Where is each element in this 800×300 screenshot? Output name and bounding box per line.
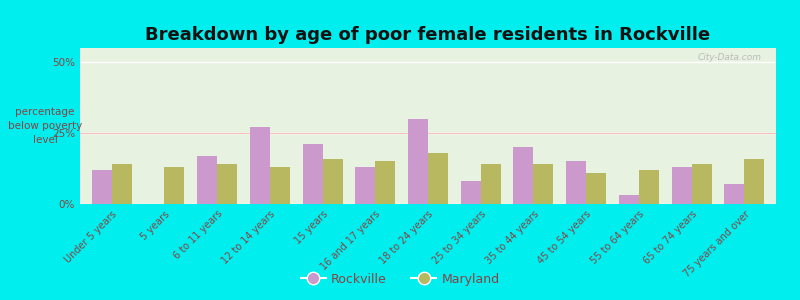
Bar — [461, 181, 481, 204]
Text: percentage
below poverty
level: percentage below poverty level — [8, 107, 82, 145]
Bar — [375, 161, 395, 204]
Bar — [514, 147, 534, 204]
Bar — [744, 159, 765, 204]
Bar — [481, 164, 501, 204]
Bar — [322, 159, 342, 204]
Bar — [217, 164, 237, 204]
Bar — [250, 128, 270, 204]
Bar — [639, 170, 659, 204]
Bar — [408, 119, 428, 204]
Bar — [197, 156, 217, 204]
Bar — [534, 164, 554, 204]
Bar — [724, 184, 744, 204]
Text: City-Data.com: City-Data.com — [698, 53, 762, 62]
Title: Breakdown by age of poor female residents in Rockville: Breakdown by age of poor female resident… — [146, 26, 710, 44]
Bar — [566, 161, 586, 204]
Bar — [270, 167, 290, 204]
Bar — [586, 173, 606, 204]
Bar — [302, 144, 322, 204]
Bar — [355, 167, 375, 204]
Bar — [92, 170, 112, 204]
Legend: Rockville, Maryland: Rockville, Maryland — [295, 268, 505, 291]
Bar — [112, 164, 132, 204]
Bar — [692, 164, 712, 204]
Bar — [428, 153, 448, 204]
Bar — [164, 167, 184, 204]
Bar — [619, 196, 639, 204]
Bar — [672, 167, 692, 204]
